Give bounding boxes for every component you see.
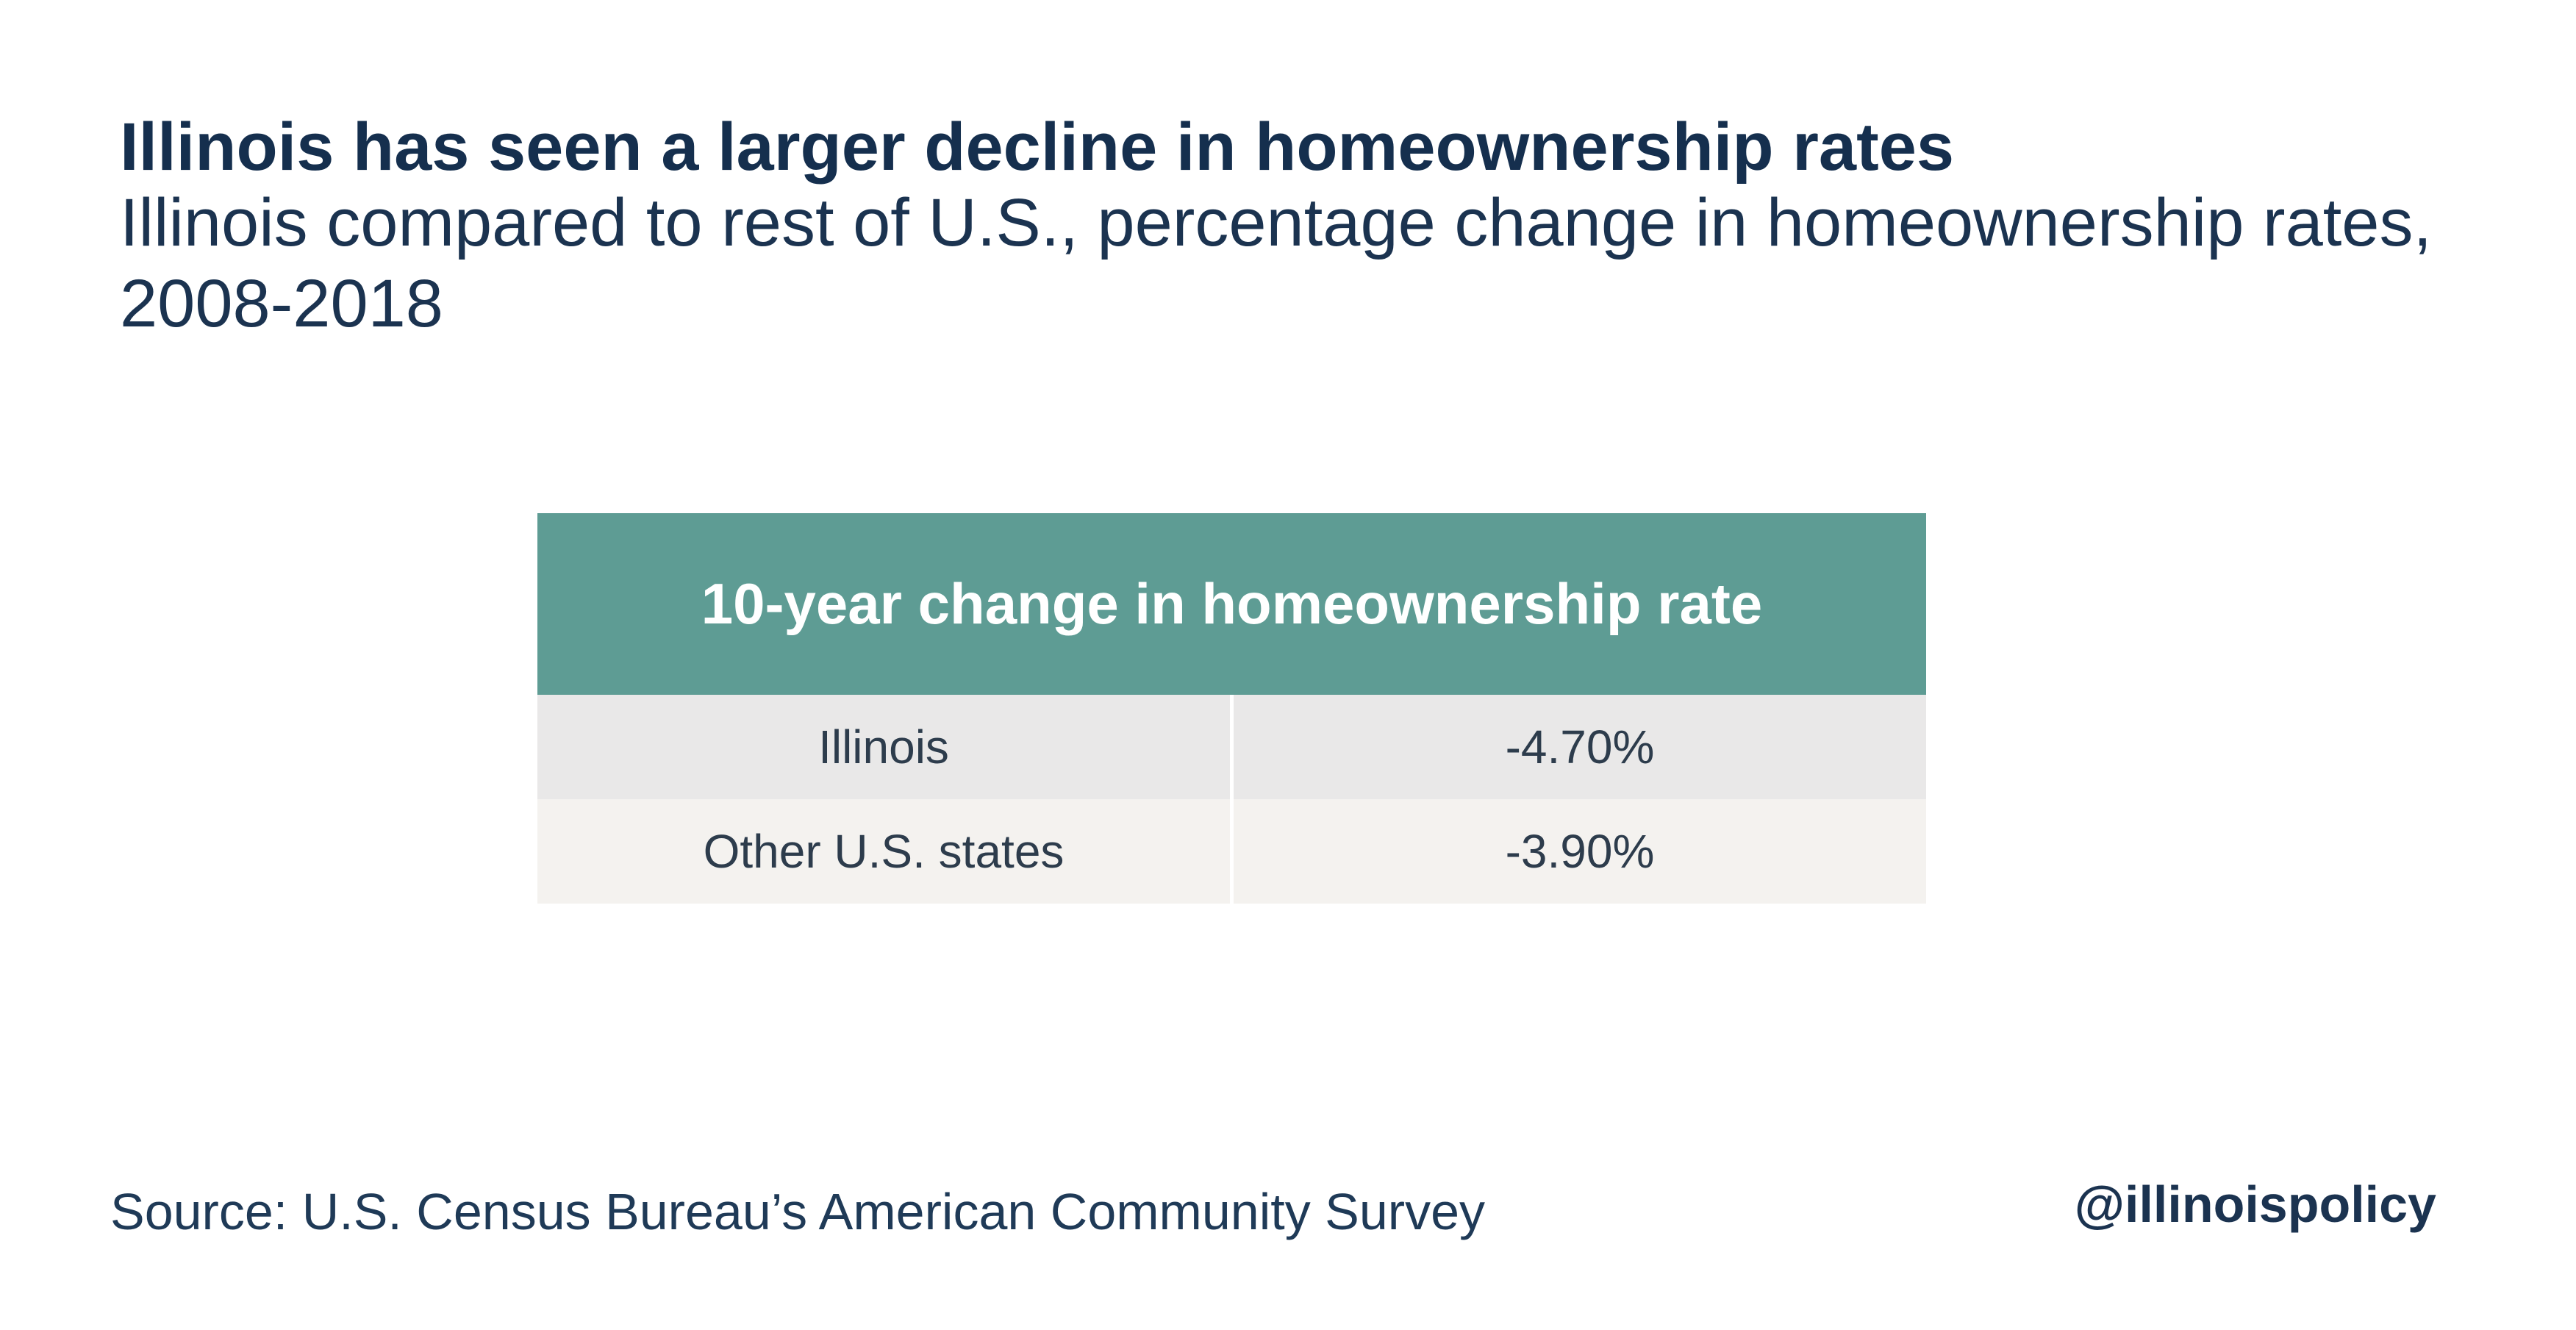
table-header-row: 10-year change in homeownership rate: [537, 513, 1926, 695]
credit-handle: @illinoispolicy: [2074, 1176, 2436, 1233]
chart-title: Illinois has seen a larger decline in ho…: [120, 110, 1955, 185]
row-label-other-states: Other U.S. states: [537, 799, 1234, 904]
table-row-illinois: Illinois -4.70%: [537, 695, 1926, 799]
homeownership-table: 10-year change in homeownership rate Ill…: [537, 513, 1926, 904]
table-header: 10-year change in homeownership rate: [537, 513, 1926, 695]
chart-subtitle: Illinois compared to rest of U.S., perce…: [120, 185, 2433, 341]
data-table: 10-year change in homeownership rate Ill…: [537, 513, 1926, 904]
row-value-other-states: -3.90%: [1231, 799, 1926, 904]
row-value-illinois: -4.70%: [1231, 695, 1926, 799]
table-row-other-states: Other U.S. states -3.90%: [537, 799, 1926, 904]
row-label-illinois: Illinois: [537, 695, 1234, 799]
source-note: Source: U.S. Census Bureau’s American Co…: [110, 1183, 1486, 1240]
